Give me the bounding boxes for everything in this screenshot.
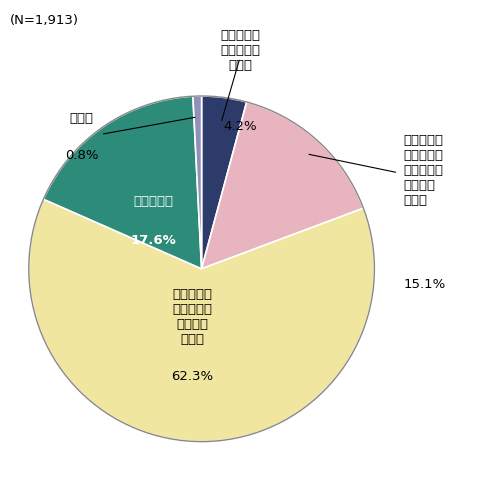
Text: 15.1%: 15.1% — [403, 278, 445, 291]
Text: サイバー攻
撃を受けた
が、被害に
は至らな
かった: サイバー攻 撃を受けた が、被害に は至らな かった — [403, 134, 443, 207]
Wedge shape — [44, 96, 202, 269]
Wedge shape — [202, 102, 363, 269]
Text: (N=1,913): (N=1,913) — [10, 14, 79, 27]
Text: わからない: わからない — [133, 195, 174, 208]
Text: 17.6%: 17.6% — [131, 233, 177, 247]
Text: 0.8%: 0.8% — [65, 149, 98, 162]
Text: サイバー攻
撃をまった
く受けな
かった: サイバー攻 撃をまった く受けな かった — [172, 288, 212, 346]
Wedge shape — [193, 96, 202, 269]
Text: 4.2%: 4.2% — [223, 120, 257, 133]
Text: 62.3%: 62.3% — [171, 370, 213, 383]
Text: サイバー攻
撃で被害に
あった: サイバー攻 撃で被害に あった — [220, 29, 260, 72]
Text: 無回答: 無回答 — [70, 112, 94, 125]
Wedge shape — [202, 96, 247, 269]
Wedge shape — [29, 199, 374, 442]
